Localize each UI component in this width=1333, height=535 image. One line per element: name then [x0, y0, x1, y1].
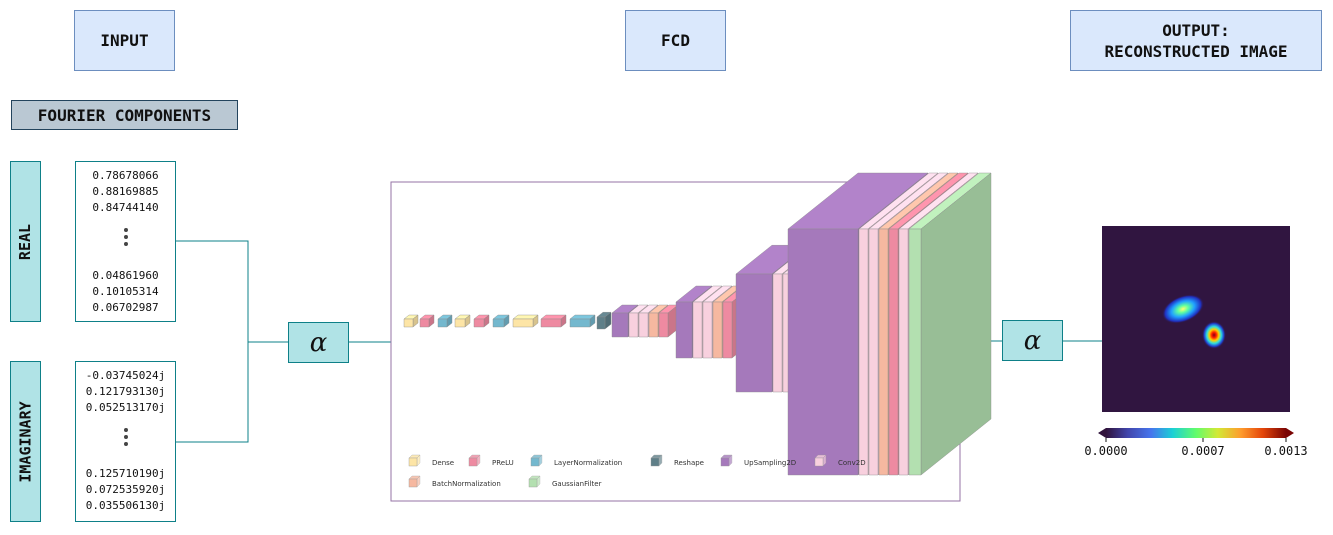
- colorbar: 0.0000 0.0007 0.0013: [1084, 428, 1308, 458]
- layer-block: [492, 314, 510, 328]
- reconstructed-image: [1102, 226, 1290, 412]
- fcd-header-text: FCD: [661, 31, 690, 50]
- imaginary-values-list: -0.03745024j 0.121793130j 0.052513170j 0…: [75, 361, 176, 522]
- imaginary-value: 0.121793130j: [85, 385, 166, 398]
- legend-label: Reshape: [674, 459, 704, 467]
- layer-block: [437, 314, 453, 328]
- imaginary-value: 0.052513170j: [85, 401, 166, 414]
- imaginary-label: IMAGINARY: [10, 361, 41, 522]
- layer-block: [419, 314, 435, 328]
- colorbar-tick-label: 0.0007: [1181, 444, 1224, 458]
- real-label: REAL: [10, 161, 41, 322]
- layer-block: [473, 314, 490, 328]
- alpha-symbol: α: [309, 327, 328, 358]
- real-value: 0.88169885: [92, 185, 159, 198]
- imaginary-value: 0.125710190j: [85, 467, 166, 480]
- layer-block: [403, 314, 419, 328]
- legend-label: Dense: [432, 459, 454, 467]
- real-value: 0.04861960: [92, 269, 159, 282]
- real-value: 0.10105314: [92, 285, 159, 298]
- legend-label: GaussianFilter: [552, 480, 602, 488]
- imaginary-value: -0.03745024j: [85, 369, 166, 382]
- legend-item: BatchNormalization: [408, 475, 501, 488]
- layer-block: [540, 314, 567, 328]
- imaginary-value: 0.035506130j: [85, 499, 166, 512]
- legend-item: PReLU: [468, 454, 514, 467]
- legend-item: Reshape: [650, 454, 704, 467]
- real-value: 0.84744140: [92, 201, 159, 214]
- legend-item: Dense: [408, 454, 454, 467]
- legend-label: Conv2D: [838, 459, 866, 467]
- output-header-line1: OUTPUT:: [1162, 20, 1230, 40]
- real-values-list: 0.78678066 0.88169885 0.84744140 0.04861…: [75, 161, 176, 322]
- input-header-text: INPUT: [100, 31, 149, 50]
- legend-item: UpSampling2D: [720, 454, 796, 467]
- layer-block: [569, 314, 596, 328]
- real-value: 0.78678066: [92, 169, 159, 182]
- network-layers: [403, 172, 992, 476]
- image-blob-small: [1202, 321, 1226, 349]
- layer-block: [658, 304, 679, 338]
- layer-block: [454, 314, 471, 328]
- legend-label: UpSampling2D: [744, 459, 796, 467]
- layer-block: [908, 172, 992, 476]
- fcd-header: FCD: [625, 10, 726, 71]
- fourier-components-label: FOURIER COMPONENTS: [11, 100, 238, 130]
- real-value: 0.06702987: [92, 301, 159, 314]
- legend-item: LayerNormalization: [530, 454, 622, 467]
- legend-label: BatchNormalization: [432, 480, 501, 488]
- input-header: INPUT: [74, 10, 175, 71]
- output-header: OUTPUT: RECONSTRUCTED IMAGE: [1070, 10, 1322, 71]
- legend-item: GaussianFilter: [528, 475, 602, 488]
- imaginary-value: 0.072535920j: [85, 483, 166, 496]
- image-blob-large: [1162, 294, 1204, 324]
- ellipsis-icon: [76, 228, 175, 246]
- output-header-line2: RECONSTRUCTED IMAGE: [1104, 41, 1288, 61]
- alpha-scaling-output: α: [1002, 320, 1063, 361]
- colorbar-tick-label: 0.0000: [1084, 444, 1127, 458]
- alpha-scaling-input: α: [288, 322, 349, 363]
- layer-block: [512, 314, 539, 328]
- legend-label: LayerNormalization: [554, 459, 622, 467]
- legend-label: PReLU: [492, 459, 514, 467]
- ellipsis-icon: [76, 428, 175, 446]
- layer-legend: Dense PReLU LayerNormalization Reshape UpSam…: [408, 454, 866, 488]
- fourier-components-text: FOURIER COMPONENTS: [37, 105, 212, 125]
- colorbar-tick-label: 0.0013: [1264, 444, 1307, 458]
- legend-item: Conv2D: [814, 454, 866, 467]
- layer-block: [596, 311, 612, 330]
- alpha-symbol: α: [1023, 325, 1042, 356]
